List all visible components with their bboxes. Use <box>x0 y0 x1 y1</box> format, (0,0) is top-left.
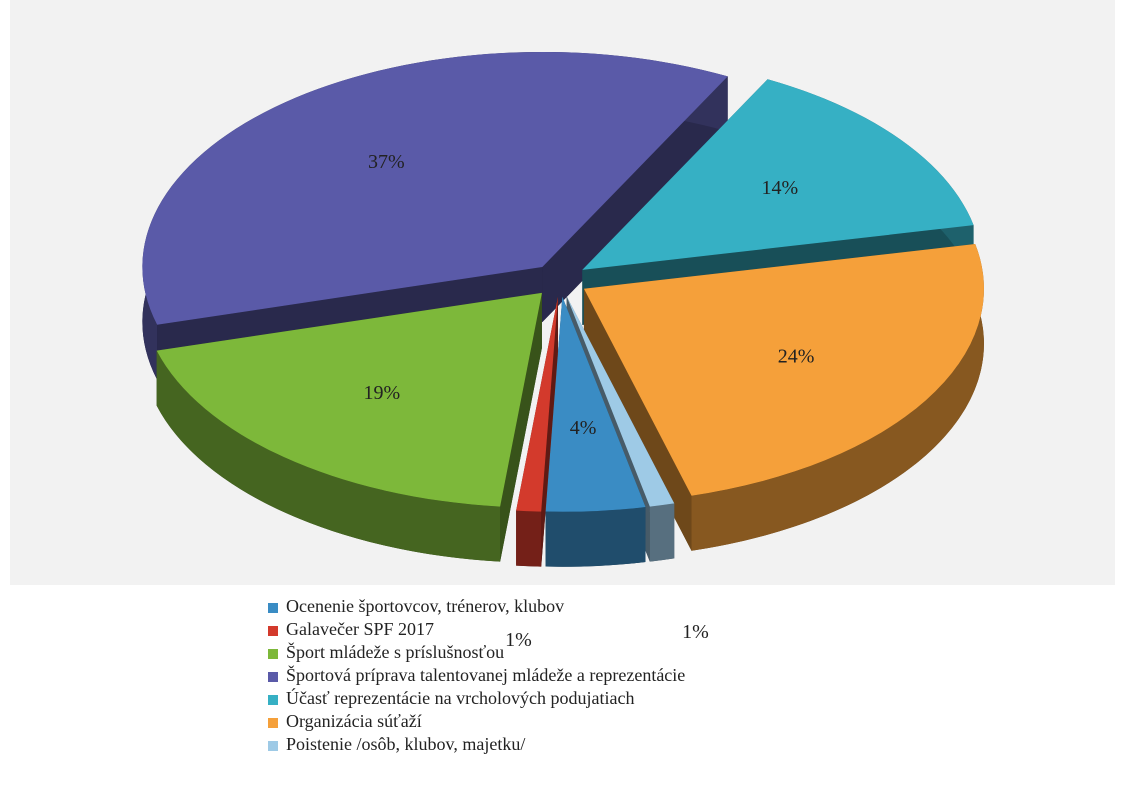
legend-swatch <box>268 695 278 705</box>
legend-label: Ocenenie športovcov, trénerov, klubov <box>286 596 564 616</box>
legend-swatch <box>268 718 278 728</box>
data-label: 14% <box>762 177 799 199</box>
slice-group <box>156 292 542 562</box>
slice-rim <box>649 503 675 562</box>
slice-side <box>542 76 728 322</box>
legend-swatch <box>268 672 278 682</box>
slice-rim <box>516 510 542 567</box>
slice-rim <box>545 507 646 567</box>
slice-rim <box>691 244 984 551</box>
slice-group <box>583 244 984 551</box>
slice <box>583 244 984 496</box>
slice-group <box>545 296 646 567</box>
legend-label: Organizácia súťaží <box>286 711 422 731</box>
legend-swatch <box>268 603 278 613</box>
legend-label: Šport mládeže s príslušnosťou <box>286 641 504 662</box>
legend-label: Účasť reprezentácie na vrcholových poduj… <box>286 687 635 708</box>
slice <box>545 296 646 512</box>
data-label: 24% <box>778 345 815 367</box>
legend-label: Športová príprava talentovanej mládeže a… <box>286 664 685 685</box>
slice-rim <box>156 350 501 562</box>
legend-swatch <box>268 741 278 751</box>
slice <box>582 79 974 270</box>
slice <box>516 296 558 512</box>
slice <box>142 51 728 325</box>
legend-swatch <box>268 626 278 636</box>
legend-label: Galavečer SPF 2017 <box>286 619 434 639</box>
data-label: 19% <box>364 382 401 404</box>
slice <box>566 296 675 507</box>
legend-label: Poistenie /osôb, klubov, majetku/ <box>286 734 525 754</box>
data-label: 4% <box>570 417 597 439</box>
data-label: 1% <box>505 629 532 651</box>
slice-group <box>516 296 558 567</box>
data-label: 37% <box>368 151 405 173</box>
legend-swatch <box>268 649 278 659</box>
slice-side <box>500 292 542 562</box>
data-label: 1% <box>682 621 709 643</box>
slice <box>156 292 542 507</box>
